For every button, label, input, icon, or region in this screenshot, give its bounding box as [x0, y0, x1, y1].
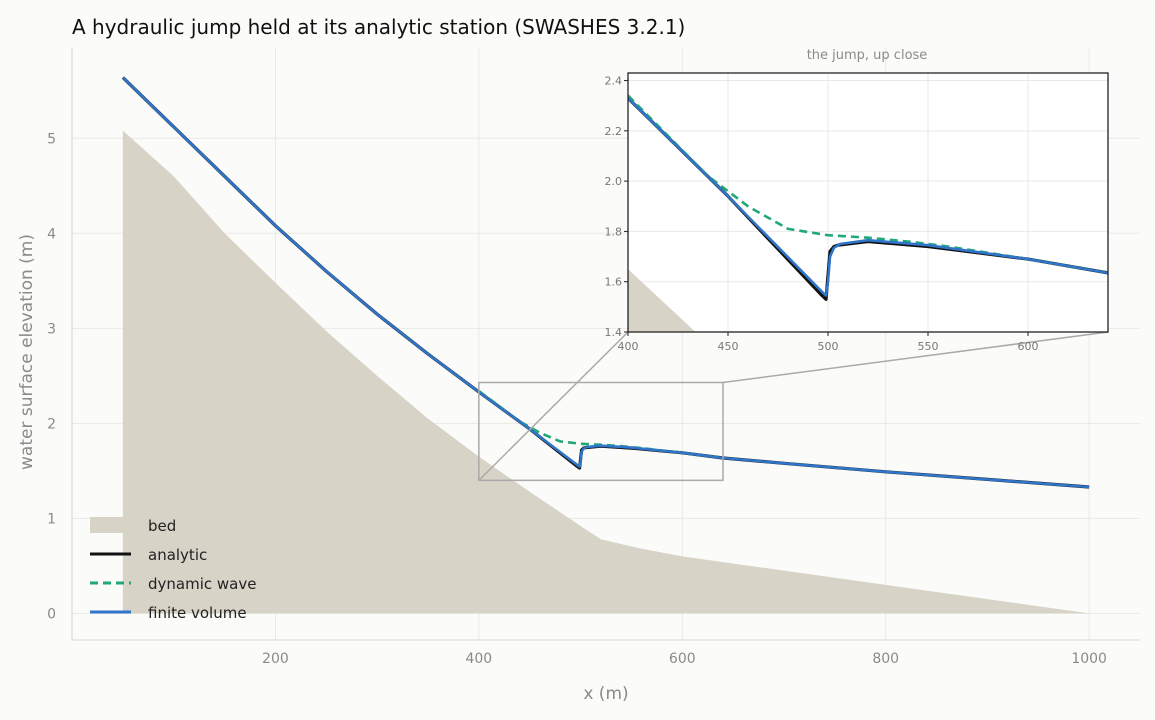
y-tick-label: 5: [47, 131, 56, 147]
inset-series-finite-volume-line: [628, 96, 1108, 297]
legend-label: analytic: [148, 546, 207, 564]
zoom-rectangle: [478, 381, 724, 482]
inset-x-tick-label: 600: [1018, 340, 1039, 353]
inset-x-tick-label: 500: [818, 340, 839, 353]
y-tick-label: 0: [47, 606, 56, 622]
x-tick-label: 1000: [1071, 651, 1107, 667]
inset-y-tick-label: 1.6: [605, 276, 623, 289]
y-tick-label: 3: [47, 321, 56, 337]
main-bed-layer: [122, 130, 1090, 614]
inset-y-tick-label: 2.2: [605, 125, 623, 138]
legend: bed analytic dynamic wave finite volume: [90, 517, 256, 622]
legend-label: bed: [148, 517, 176, 535]
inset-title: the jump, up close: [807, 48, 928, 63]
series-dynamic-wave-line: [478, 389, 724, 460]
inset-y-tick-label: 2.4: [605, 75, 623, 88]
legend-label: dynamic wave: [148, 575, 256, 593]
inset-plot-area: [628, 73, 1108, 332]
inset-x-tick-label: 450: [718, 340, 739, 353]
main-series-layer: [121, 76, 1090, 489]
series-finite-volume-line: [121, 76, 1090, 489]
legend-item: dynamic wave: [90, 575, 256, 593]
inset-y-tick-label: 2.0: [605, 175, 623, 188]
y-tick-label: 4: [47, 226, 56, 242]
x-tick-label: 200: [262, 651, 289, 667]
x-axis-label: x (m): [583, 684, 628, 704]
inset-x-tick-label: 400: [618, 340, 639, 353]
zoom-indicator: [478, 331, 1109, 482]
legend-item: finite volume: [90, 604, 247, 622]
inset-chart: 400 450 500 550 600 1.4 1.6 1.8 2.0 2.2 2.4: [605, 72, 1109, 353]
main-axes-frame: [71, 48, 1140, 641]
bed-area: [122, 130, 1090, 614]
legend-label: finite volume: [148, 604, 247, 622]
y-tick-label: 2: [47, 416, 56, 432]
y-axis-label: water surface elevation (m): [17, 234, 37, 470]
inset-background: [628, 73, 1108, 332]
x-tick-label: 400: [465, 651, 492, 667]
chart-title: A hydraulic jump held at its analytic st…: [72, 15, 685, 39]
y-tick-label: 1: [47, 511, 56, 527]
inset-x-tick-label: 550: [918, 340, 939, 353]
inset-y-tick-label: 1.4: [605, 326, 623, 339]
zoom-connector: [722, 331, 1109, 384]
zoom-connector: [478, 331, 629, 481]
legend-swatch-bed: [90, 517, 131, 533]
x-tick-label: 600: [669, 651, 696, 667]
x-tick-label: 800: [872, 651, 899, 667]
main-tick-labels: 200 400 600 800 1000 0 1 2 3 4 5: [47, 131, 1107, 667]
inset-bed-area: [628, 269, 696, 332]
inset-frame: [627, 72, 1109, 333]
legend-item: analytic: [90, 546, 207, 564]
inset-y-tick-label: 1.8: [605, 225, 623, 238]
legend-item: bed: [90, 517, 176, 535]
